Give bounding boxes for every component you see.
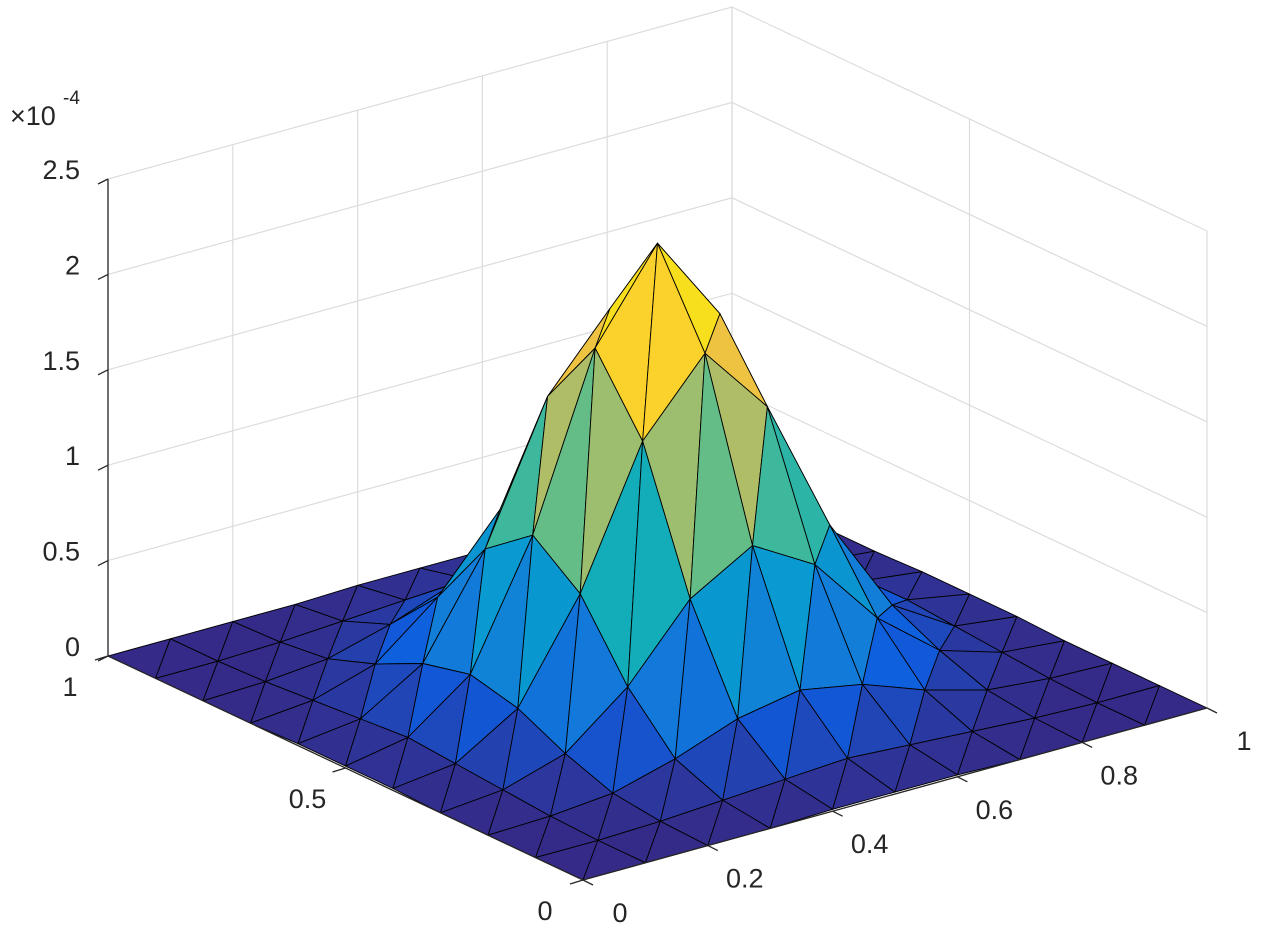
y-tick (569, 879, 584, 885)
x-tick (1206, 707, 1218, 714)
x-tick-label: 0.8 (1100, 760, 1138, 790)
y-tick-label: 0.5 (289, 784, 327, 814)
z-tick-label: 0 (65, 632, 80, 662)
x-tick (832, 810, 843, 817)
z-tick (97, 560, 109, 567)
x-tick (957, 776, 968, 783)
y-tick-label: 1 (62, 672, 77, 702)
y-tick (332, 767, 346, 773)
x-tick-label: 0.2 (726, 864, 764, 894)
surface-face (832, 757, 896, 810)
x-tick-label: 0.6 (976, 795, 1014, 825)
z-tick-label: 1.5 (42, 346, 80, 376)
surface-face (956, 731, 1021, 776)
z-tick (97, 273, 109, 280)
y-tick (94, 655, 109, 661)
x-tick-label: 1 (1236, 726, 1251, 756)
surface-face (894, 744, 958, 793)
surface (107, 242, 1208, 881)
z-tick-label: 0.5 (42, 537, 80, 567)
axis-line (582, 707, 1208, 881)
axes: 0 0.5 1 1.5 2 2.5 0 0.2 0.4 0.6 0.8 1 0 0.5 1 (42, 155, 1251, 928)
y-tick-label: 0 (537, 896, 552, 926)
z-tick-label: 1 (65, 441, 80, 471)
z-multiplier: ×10 (10, 101, 56, 131)
x-tick-label: 0 (612, 898, 627, 928)
surface-face (769, 778, 834, 829)
z-tick (97, 178, 109, 185)
x-tick (582, 879, 594, 886)
grid-line (107, 6, 1208, 232)
x-tick (1081, 741, 1093, 748)
z-tick (97, 464, 109, 471)
x-tick-label: 0.4 (851, 829, 889, 859)
z-tick (97, 369, 109, 376)
z-tick-label: 2 (65, 250, 80, 280)
x-tick (707, 845, 719, 852)
z-tick-label: 2.5 (42, 155, 80, 185)
z-multiplier-exponent: -4 (63, 88, 80, 109)
